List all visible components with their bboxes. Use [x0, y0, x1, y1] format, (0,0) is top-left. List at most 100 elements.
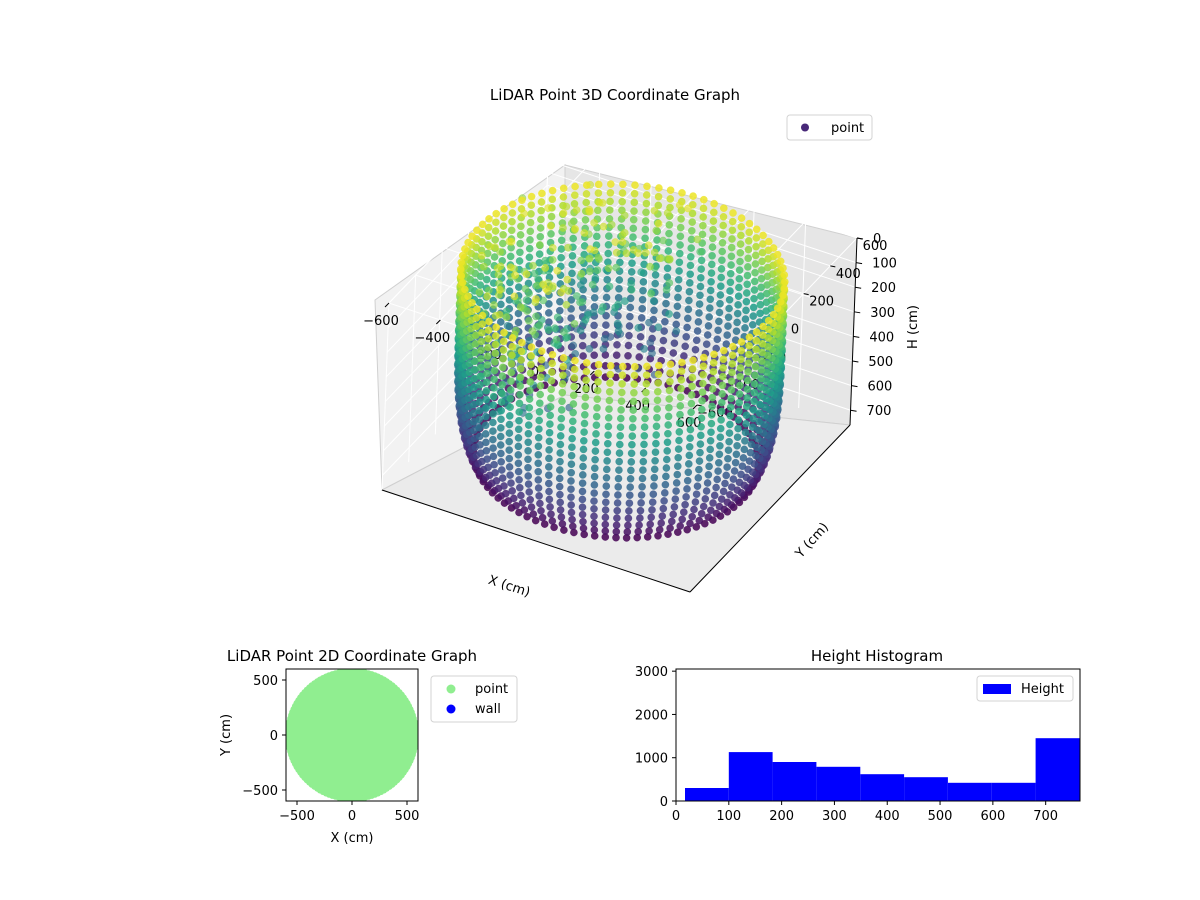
- histogram-title: Height Histogram: [811, 647, 943, 665]
- point-3d: [602, 465, 611, 474]
- hist-x-tick-label: 300: [822, 809, 847, 824]
- point-3d: [636, 514, 644, 522]
- point-3d: [606, 361, 615, 370]
- point-3d: [749, 414, 757, 423]
- point-3d: [616, 414, 625, 423]
- point-3d: [579, 352, 587, 360]
- point-3d: [505, 437, 514, 446]
- point-3d: [590, 219, 598, 227]
- z3d-tick-label: 0: [873, 232, 881, 247]
- point-3d: [686, 425, 695, 434]
- point-3d: [585, 267, 594, 276]
- point-3d: [697, 256, 706, 265]
- point-3d: [733, 441, 741, 450]
- point-3d: [559, 193, 568, 201]
- point-3d: [475, 398, 484, 406]
- point-3d: [685, 279, 694, 287]
- point-3d: [475, 288, 484, 297]
- z3d-tick: [854, 311, 861, 314]
- point-3d: [724, 322, 732, 330]
- point-3d: [500, 328, 508, 337]
- point-3d: [508, 209, 517, 217]
- point-3d: [695, 457, 704, 465]
- point-3d: [750, 286, 759, 294]
- point-3d: [636, 332, 645, 341]
- point-3d: [640, 345, 648, 353]
- point-3d: [751, 260, 760, 268]
- point-3d: [688, 209, 697, 218]
- point-3d: [590, 504, 598, 513]
- point-3d: [516, 373, 525, 382]
- point-3d: [497, 466, 506, 474]
- point-3d: [544, 479, 553, 488]
- point-3d: [582, 376, 590, 385]
- point-3d: [629, 406, 638, 414]
- point-3d: [718, 372, 727, 381]
- point-3d: [557, 288, 565, 297]
- histogram-bar: [904, 777, 948, 801]
- point-3d: [485, 317, 493, 326]
- point-3d: [612, 521, 621, 530]
- point-3d: [666, 369, 675, 377]
- point-3d: [688, 218, 697, 226]
- point-3d: [533, 323, 542, 331]
- point-3d: [477, 251, 486, 260]
- y2d-tick-label: 500: [253, 674, 278, 689]
- point-3d: [571, 356, 579, 365]
- point-3d: [630, 388, 638, 397]
- point-3d: [483, 292, 492, 301]
- point-3d: [648, 498, 657, 507]
- point-3d: [548, 186, 557, 195]
- point-3d: [728, 360, 737, 368]
- x3d-tick: [589, 370, 595, 376]
- point-3d: [614, 293, 623, 302]
- point-3d: [686, 270, 695, 279]
- point-3d: [669, 510, 678, 519]
- point-3d: [580, 428, 588, 436]
- point-3d: [653, 405, 662, 413]
- point-3d: [567, 477, 575, 485]
- point-3d: [512, 501, 520, 510]
- point-3d: [490, 366, 499, 375]
- point-3d: [534, 442, 543, 451]
- point-3d: [496, 318, 505, 326]
- point-3d: [491, 340, 500, 349]
- point-3d: [515, 408, 524, 416]
- point-3d: [552, 335, 561, 344]
- point-3d: [659, 336, 668, 345]
- point-3d: [527, 351, 536, 360]
- point-3d: [628, 259, 636, 268]
- point-3d: [489, 427, 497, 435]
- point-3d: [604, 264, 613, 273]
- histogram-bar: [1035, 738, 1080, 801]
- point-3d: [497, 406, 506, 415]
- x2d-axis-label: X (cm): [331, 831, 374, 846]
- point-3d: [524, 438, 533, 447]
- point-3d: [647, 289, 655, 298]
- point-3d: [710, 199, 718, 208]
- point-3d: [727, 261, 735, 269]
- point-3d: [498, 380, 506, 389]
- point-3d: [629, 414, 637, 423]
- point-3d: [743, 385, 752, 394]
- point-3d: [726, 287, 734, 295]
- point-3d: [522, 296, 531, 304]
- point-3d: [719, 364, 727, 372]
- histogram-bar: [948, 782, 992, 801]
- point-3d: [682, 493, 690, 501]
- point-3d: [593, 386, 602, 395]
- point-3d: [464, 238, 472, 247]
- point-3d: [557, 236, 566, 245]
- point-3d: [684, 460, 693, 468]
- point-3d: [644, 241, 653, 250]
- point-3d: [555, 482, 564, 491]
- point-3d: [683, 485, 691, 493]
- point-3d: [607, 220, 616, 229]
- point-3d: [478, 320, 487, 328]
- point-3d: [534, 450, 543, 459]
- point-3d: [576, 281, 585, 289]
- point-3d: [606, 188, 615, 197]
- point-3d: [499, 354, 507, 363]
- point-3d: [704, 322, 713, 330]
- point-3d: [635, 521, 643, 529]
